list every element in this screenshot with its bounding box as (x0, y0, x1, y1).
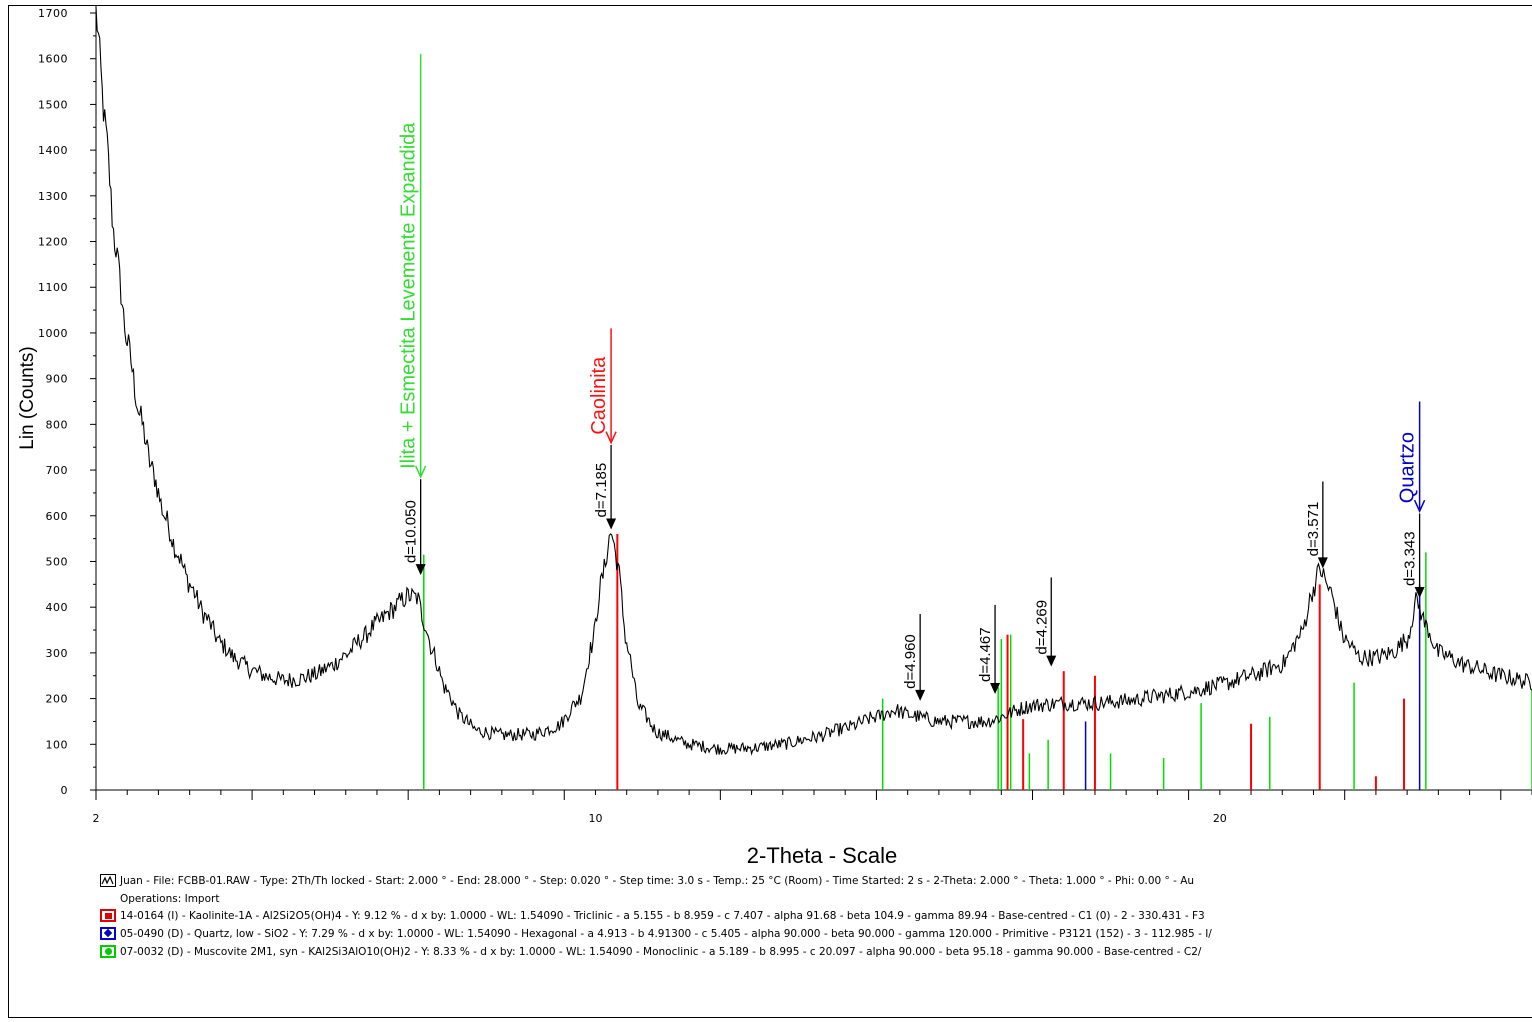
d-spacing-arrow-head (606, 518, 617, 530)
d-spacing-arrow-head (1046, 655, 1057, 667)
y-tick-label: 700 (46, 464, 69, 477)
y-tick-label: 1000 (38, 327, 68, 340)
plot-frame (8, 5, 1532, 1018)
legend-row-muscovite: 07-0032 (D) - Muscovite 2M1, syn - KAl2S… (98, 943, 1528, 961)
d-spacing-label: d=4.269 (1033, 600, 1050, 655)
d-spacing-arrow-head (1414, 587, 1425, 599)
y-tick-label: 200 (46, 693, 69, 706)
d-spacing-label: d=7.185 (593, 463, 610, 518)
y-tick-label: 300 (46, 647, 69, 660)
legend-label: Juan - File: FCBB-01.RAW - Type: 2Th/Th … (120, 875, 1195, 887)
y-tick-label: 1300 (38, 190, 68, 203)
y-tick-label: 600 (46, 510, 69, 523)
legend: Juan - File: FCBB-01.RAW - Type: 2Th/Th … (98, 872, 1528, 961)
y-tick-label: 1200 (38, 236, 68, 249)
d-spacing-label: d=10.050 (403, 500, 420, 563)
x-axis-title: 2-Theta - Scale (747, 843, 897, 868)
y-tick-label: 1100 (38, 281, 68, 294)
legend-row-operations: Operations: Import (98, 890, 1528, 907)
phase-arrow-head (414, 465, 427, 479)
y-tick-label: 1600 (38, 53, 68, 66)
legend-label: 14-0164 (I) - Kaolinite-1A - Al2Si2O5(OH… (120, 910, 1205, 922)
axes: 0 100 200 300 400 500 600 700 800 900 1000 1100 1200… (38, 5, 1532, 825)
green-circle-icon (100, 945, 116, 958)
x-tick-label: 10 (588, 812, 602, 825)
y-tick-label: 100 (46, 738, 69, 751)
phase-label: Quartzo (1397, 432, 1419, 503)
d-spacing-label: d=4.467 (977, 627, 994, 682)
d-spacing-arrow-head (415, 564, 426, 576)
y-tick-label: 0 (61, 784, 69, 797)
y-tick-label: 1700 (38, 7, 68, 20)
d-spacing-arrow-head (990, 683, 1001, 695)
red-square-icon (100, 909, 116, 922)
pattern-line (95, 7, 1532, 756)
blue-diamond-icon (100, 927, 116, 940)
y-tick-label: 800 (46, 418, 69, 431)
phase-label: Ilita + Esmectita Levemente Expandida (398, 122, 420, 469)
y-tick-label: 400 (46, 601, 69, 614)
diffraction-pattern (95, 7, 1532, 756)
legend-label: 05-0490 (D) - Quartz, low - SiO2 - Y: 7.… (120, 928, 1212, 940)
legend-row-quartz: 05-0490 (D) - Quartz, low - SiO2 - Y: 7.… (98, 925, 1528, 943)
phase-arrow-head (1413, 499, 1426, 514)
x-tick-label: 20 (1213, 812, 1227, 825)
y-axis-title: Lin (Counts) (17, 346, 38, 450)
legend-label: 07-0032 (D) - Muscovite 2M1, syn - KAl2S… (120, 946, 1202, 958)
d-spacing-arrow-head (1317, 557, 1328, 569)
y-tick-label: 1500 (38, 98, 68, 111)
scan-line-icon (100, 874, 116, 887)
legend-label: Operations: Import (120, 893, 220, 905)
reference-sticks (423, 534, 1532, 790)
y-tick-label: 900 (46, 373, 69, 386)
peak-annotations: d=10.050 d=7.185 d=4.960 d=4.467 d=4.269 d=3.… (398, 54, 1426, 701)
d-spacing-label: d=4.960 (902, 634, 919, 689)
d-spacing-label: d=3.571 (1305, 502, 1322, 557)
phase-label: Caolinita (588, 356, 610, 435)
y-tick-label: 1400 (38, 144, 68, 157)
legend-row-kaolinite: 14-0164 (I) - Kaolinite-1A - Al2Si2O5(OH… (98, 907, 1528, 925)
d-spacing-label: d=3.343 (1402, 531, 1419, 586)
d-spacing-arrow-head (915, 689, 926, 701)
phase-arrow-head (605, 431, 617, 445)
y-tick-label: 500 (46, 555, 69, 568)
legend-row-scan: Juan - File: FCBB-01.RAW - Type: 2Th/Th … (98, 872, 1528, 890)
x-tick-label: 2 (93, 812, 100, 825)
